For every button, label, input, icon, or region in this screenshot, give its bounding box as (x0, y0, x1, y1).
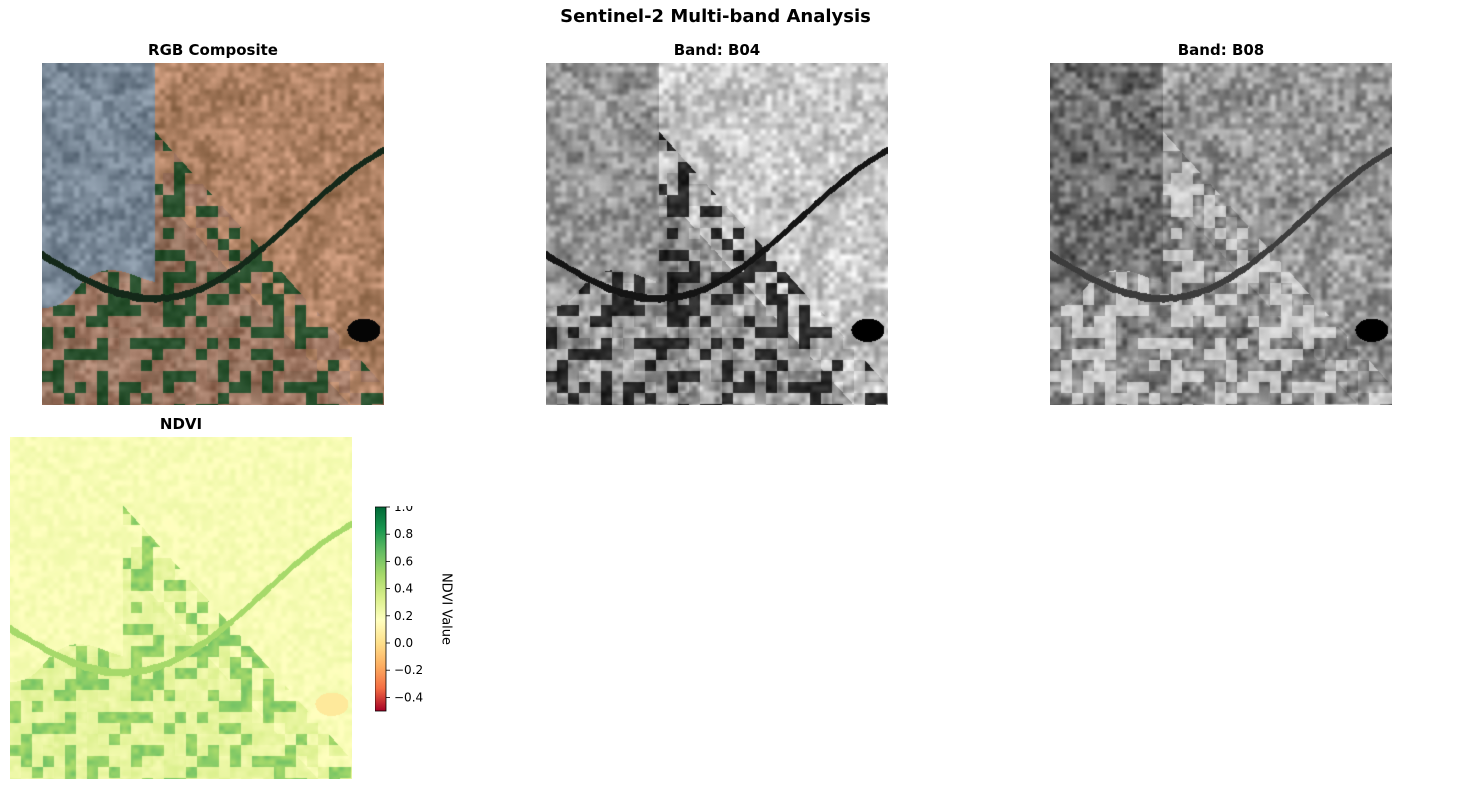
colorbar-label: NDVI Value (438, 572, 454, 646)
band-b08-image (1050, 63, 1392, 405)
colorbar-tick-label: 0.2 (394, 609, 413, 623)
ndvi-heatmap (10, 437, 352, 779)
band-b08-title: Band: B08 (1177, 41, 1265, 59)
band-b04-image (546, 63, 888, 405)
rgb-composite-panel: RGB Composite (42, 41, 384, 405)
band-b04-panel: Band: B04 (546, 41, 888, 405)
ndvi-title: NDVI (159, 415, 203, 433)
band-b08-panel: Band: B08 (1050, 41, 1392, 405)
colorbar-tick-label: −0.2 (394, 663, 423, 677)
band-b04-title: Band: B04 (673, 41, 761, 59)
ndvi-panel: NDVI (10, 415, 352, 779)
figure-title: Sentinel-2 Multi-band Analysis (560, 6, 871, 27)
colorbar-tick-label: 1.0 (394, 506, 413, 514)
rgb-composite-image (42, 63, 384, 405)
colorbar-svg: 1.0 0.8 0.6 0.4 0.2 0.0 −0.2 −0.4 (374, 500, 423, 712)
colorbar-gradient (374, 506, 387, 712)
colorbar-tick-label: 0.4 (394, 582, 413, 596)
colorbar-tick-label: 0.0 (394, 636, 413, 650)
colorbar-tick-label: 0.8 (394, 527, 413, 541)
ndvi-colorbar: 1.0 0.8 0.6 0.4 0.2 0.0 −0.2 −0.4 (374, 500, 435, 726)
rgb-composite-title: RGB Composite (148, 41, 278, 59)
colorbar-tick-label: −0.4 (394, 690, 423, 704)
colorbar-tick-label: 0.6 (394, 554, 413, 568)
